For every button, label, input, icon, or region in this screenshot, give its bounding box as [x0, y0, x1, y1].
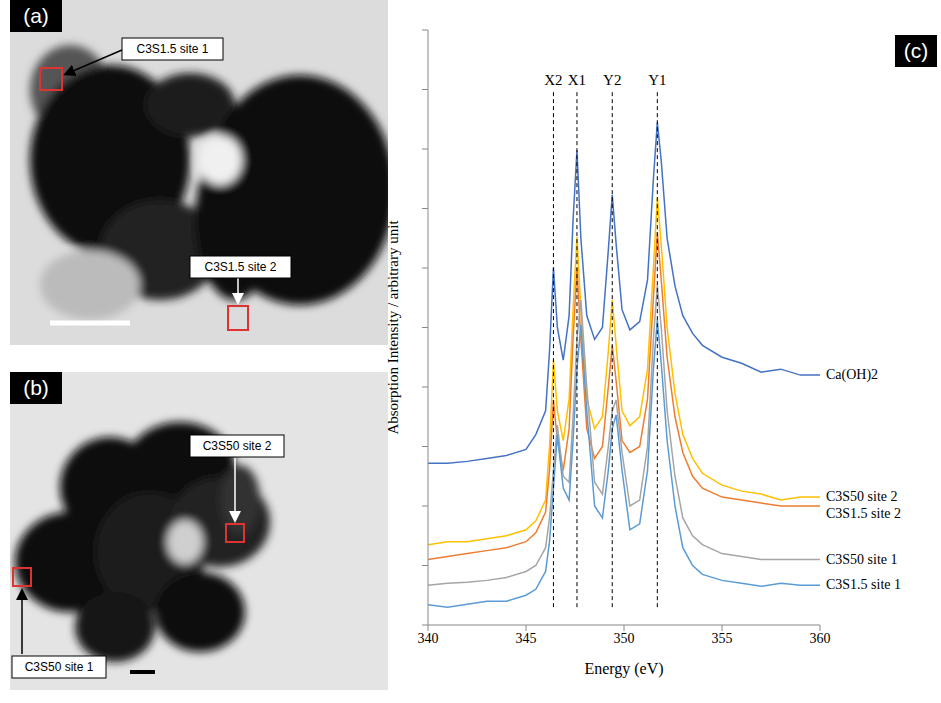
svg-text:Y2: Y2	[603, 72, 621, 88]
svg-text:C3S50 site 2: C3S50 site 2	[826, 489, 898, 504]
svg-text:350: 350	[614, 631, 635, 646]
svg-text:345: 345	[516, 631, 537, 646]
svg-text:360: 360	[810, 631, 831, 646]
svg-text:(a): (a)	[23, 4, 49, 27]
svg-text:X1: X1	[568, 72, 586, 88]
svg-text:(b): (b)	[23, 376, 49, 399]
svg-text:C3S50 site 1: C3S50 site 1	[25, 660, 94, 674]
svg-text:C3S50 site 1: C3S50 site 1	[826, 552, 898, 567]
svg-text:C3S1.5 site 1: C3S1.5 site 1	[136, 42, 208, 56]
svg-text:C3S1.5 site 2: C3S1.5 site 2	[204, 260, 276, 274]
svg-text:340: 340	[418, 631, 439, 646]
svg-text:(c): (c)	[904, 39, 929, 62]
svg-text:C3S1.5 site 1: C3S1.5 site 1	[826, 577, 901, 592]
svg-text:Energy (eV): Energy (eV)	[584, 660, 663, 678]
svg-text:Absorption Intensity / arbitra: Absorption Intensity / arbitrary unit	[385, 220, 401, 435]
svg-text:C3S1.5 site 2: C3S1.5 site 2	[826, 506, 901, 521]
svg-text:C3S50 site 2: C3S50 site 2	[203, 439, 272, 453]
svg-text:355: 355	[712, 631, 733, 646]
svg-text:X2: X2	[544, 72, 562, 88]
svg-text:Ca(OH)2: Ca(OH)2	[826, 367, 878, 383]
svg-text:Y1: Y1	[648, 72, 666, 88]
